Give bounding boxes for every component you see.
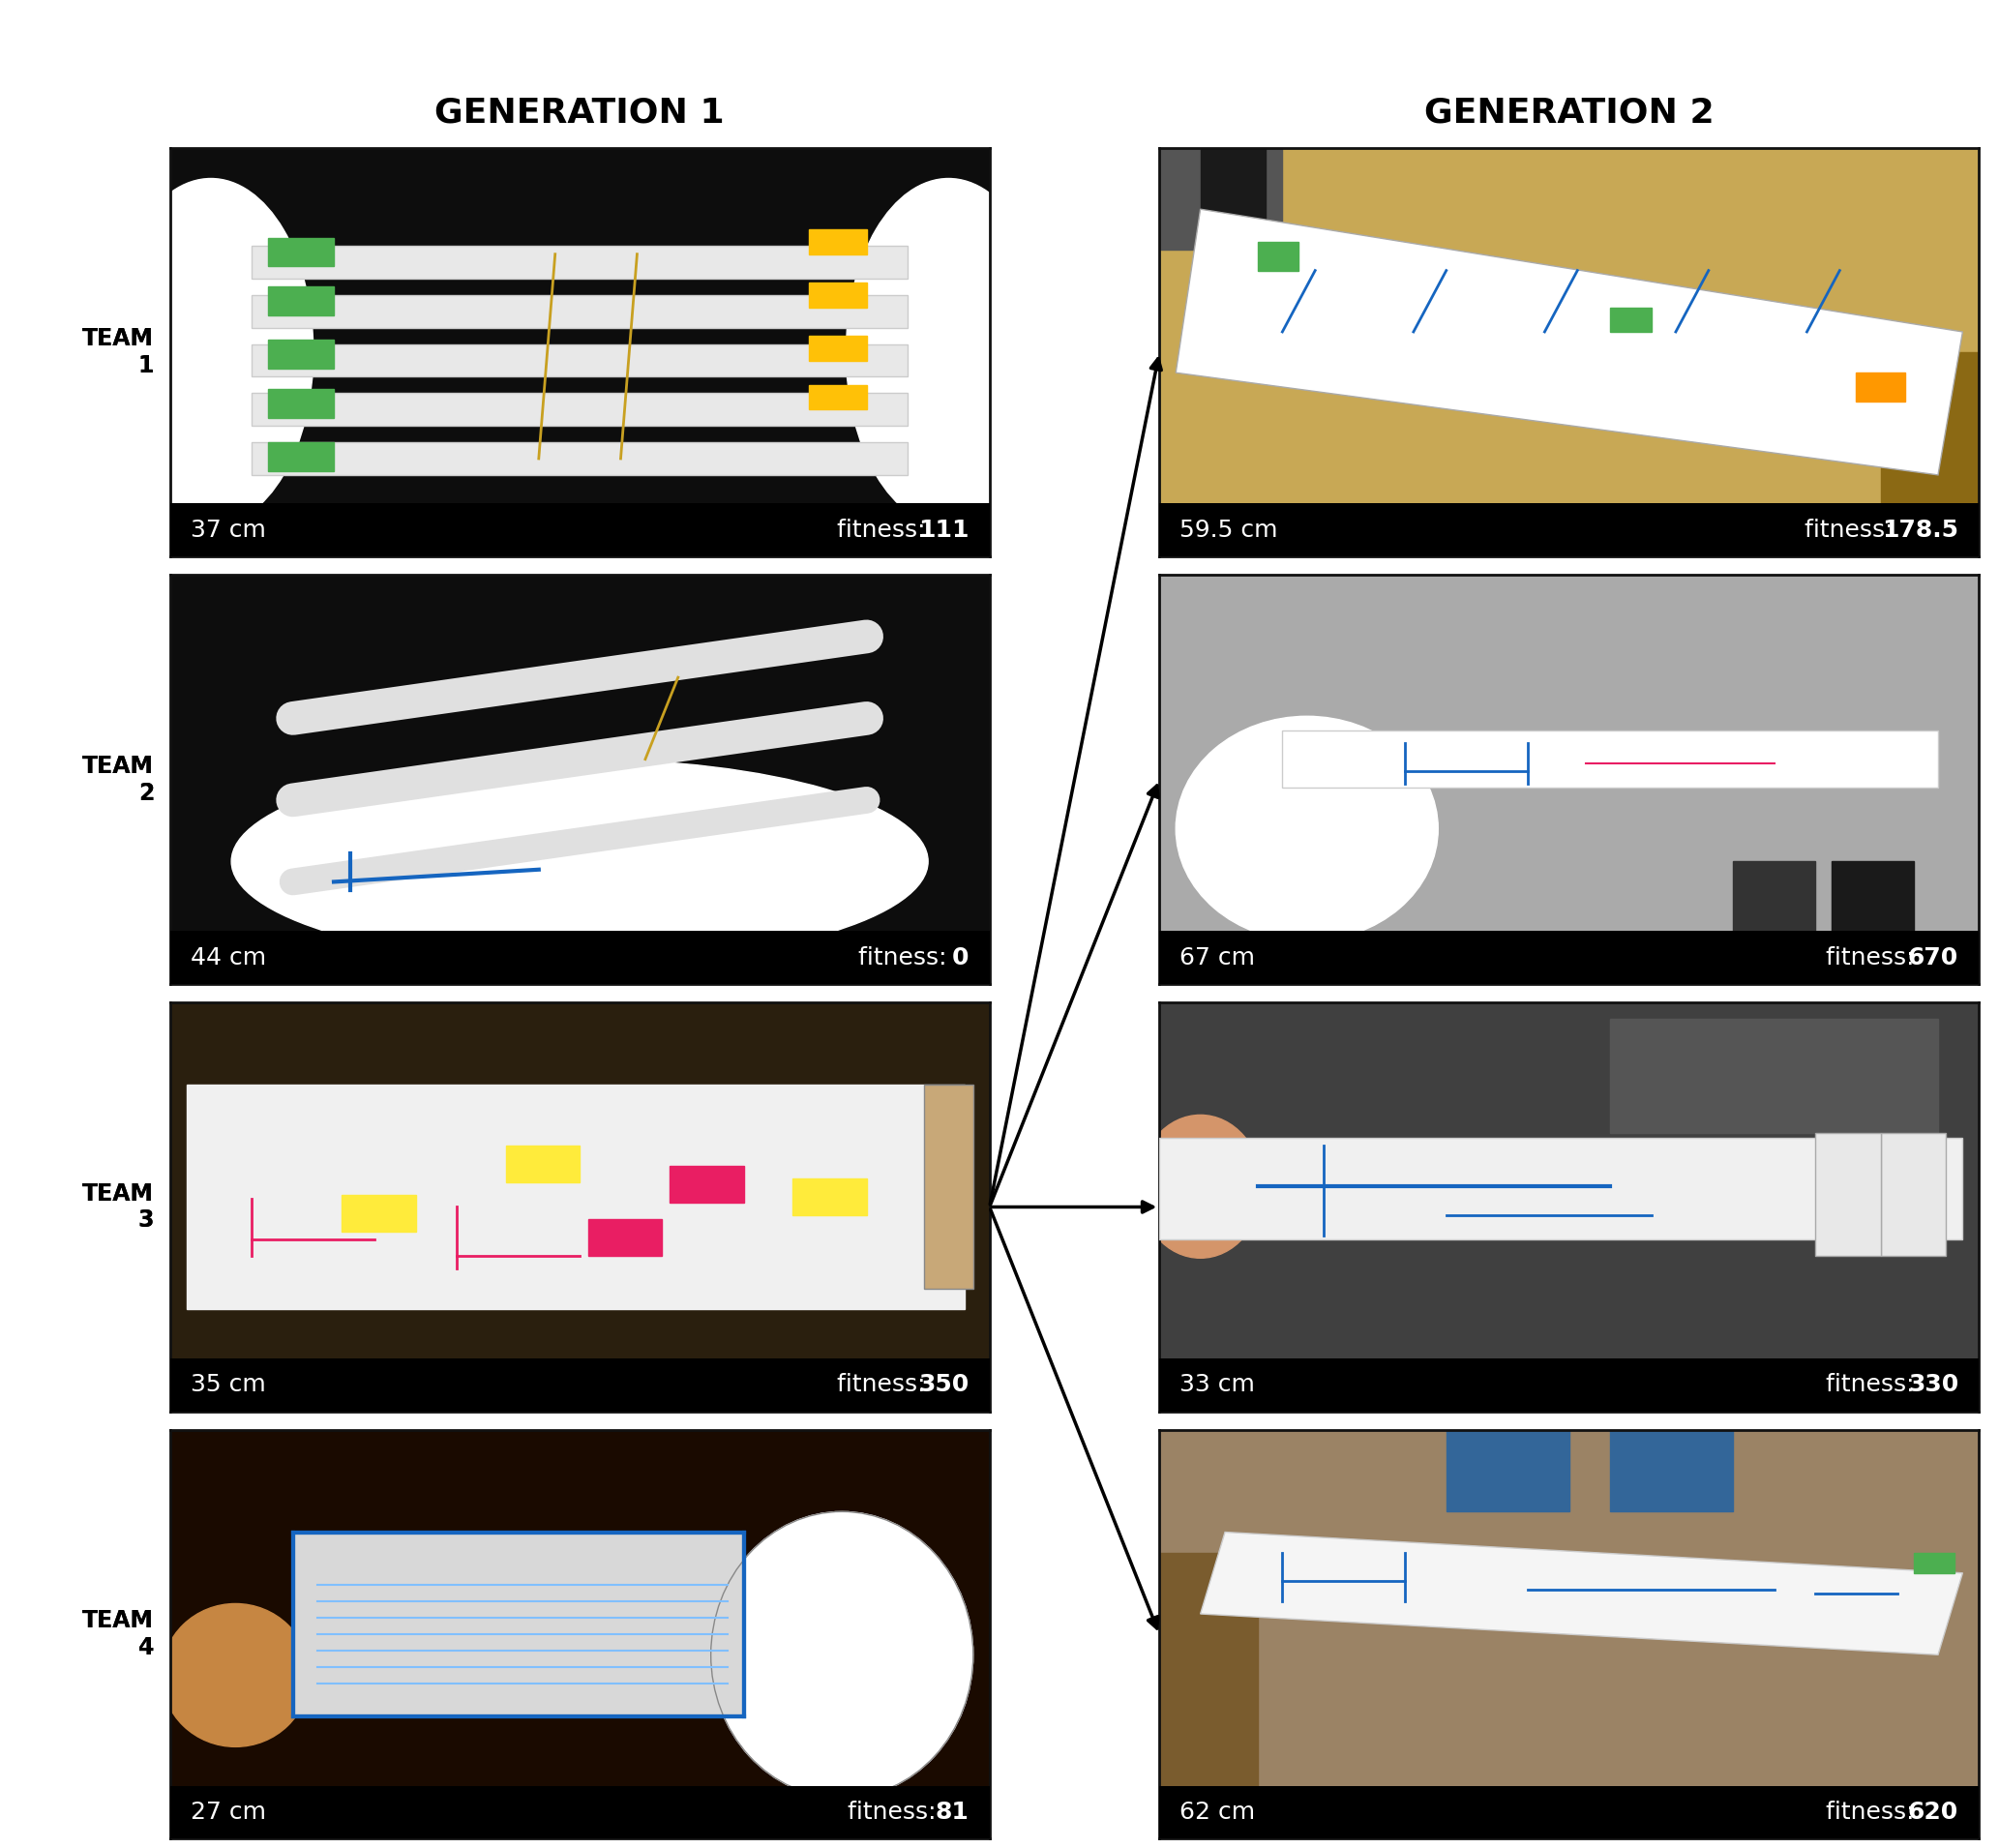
Bar [252,246,908,279]
Bar [1159,1552,1257,1839]
Ellipse shape [1139,1114,1261,1258]
Bar [268,340,334,368]
Bar [1159,931,1979,983]
Text: 670: 670 [1907,946,1959,968]
Bar [1857,373,1905,401]
Ellipse shape [1175,717,1437,941]
Bar [268,390,334,418]
Bar [170,1785,990,1839]
Text: fitness:: fitness: [848,1800,944,1824]
Text: 37 cm: 37 cm [190,519,266,541]
Bar [1881,1133,1947,1257]
Bar [1283,730,1939,787]
Text: fitness:: fitness: [858,946,954,968]
Text: TEAM
1: TEAM 1 [82,327,154,377]
Bar [1611,1018,1939,1133]
Bar [292,1532,744,1717]
Bar [342,1194,416,1231]
Text: 44 cm: 44 cm [190,946,266,968]
Bar [252,296,908,327]
Text: TEAM
1: TEAM 1 [82,327,154,377]
Ellipse shape [108,179,314,527]
Text: fitness:: fitness: [1805,519,1901,541]
Bar [810,336,868,360]
Bar [1159,148,1283,249]
Bar [670,1166,744,1203]
Ellipse shape [846,179,1051,527]
Bar [252,442,908,475]
Bar [506,1146,580,1183]
Bar [1611,1430,1733,1512]
Bar [1881,353,1979,556]
Text: 67 cm: 67 cm [1179,946,1255,968]
Polygon shape [1201,1532,1963,1654]
Bar [268,442,334,471]
Text: GENERATION 2: GENERATION 2 [1423,96,1715,129]
Ellipse shape [162,1604,310,1746]
Bar [810,229,868,255]
Bar [170,1358,990,1412]
Bar [252,344,908,377]
Bar [794,1179,868,1216]
Text: 178.5: 178.5 [1883,519,1959,541]
Bar [1159,1358,1979,1412]
Text: 620: 620 [1907,1800,1959,1824]
Bar [1159,503,1979,556]
Bar [1447,1430,1569,1512]
Text: TEAM
3: TEAM 3 [82,1183,154,1233]
Text: TEAM
4: TEAM 4 [82,1610,154,1660]
Bar [924,1085,974,1288]
Text: 27 cm: 27 cm [190,1800,266,1824]
Text: fitness:: fitness: [1827,1373,1923,1397]
Text: TEAM
2: TEAM 2 [82,754,154,804]
Text: 111: 111 [918,519,970,541]
Polygon shape [1175,209,1963,475]
Text: TEAM
2: TEAM 2 [82,754,154,804]
Bar [810,283,868,307]
Bar [252,394,908,425]
Text: 59.5 cm: 59.5 cm [1179,519,1277,541]
Bar [1815,1133,1881,1257]
Bar [1201,148,1265,249]
Ellipse shape [712,1512,974,1798]
Text: 0: 0 [952,946,970,968]
Text: fitness:: fitness: [838,519,934,541]
Text: fitness:: fitness: [1827,946,1923,968]
Bar [186,1085,966,1308]
Bar [170,503,990,556]
Text: fitness:: fitness: [838,1373,934,1397]
Text: 81: 81 [936,1800,970,1824]
Bar [170,931,990,983]
Bar [588,1220,662,1257]
Bar [318,168,842,536]
Bar [1159,1785,1979,1839]
Bar [810,384,868,410]
Text: 62 cm: 62 cm [1179,1800,1255,1824]
Bar [1611,307,1651,333]
Text: 350: 350 [918,1373,970,1397]
Text: 330: 330 [1907,1373,1959,1397]
Bar [1159,1138,1963,1240]
Text: TEAM
3: TEAM 3 [82,1183,154,1233]
Text: GENERATION 1: GENERATION 1 [434,96,726,129]
Bar [1913,1552,1955,1573]
Ellipse shape [232,760,928,963]
Text: 33 cm: 33 cm [1179,1373,1255,1397]
Text: fitness:: fitness: [1827,1800,1923,1824]
Text: TEAM
4: TEAM 4 [82,1610,154,1660]
Bar [268,286,334,316]
Bar [268,238,334,266]
Bar [1831,861,1913,983]
Bar [1733,861,1815,983]
Text: 35 cm: 35 cm [190,1373,266,1397]
Bar [1257,242,1299,270]
